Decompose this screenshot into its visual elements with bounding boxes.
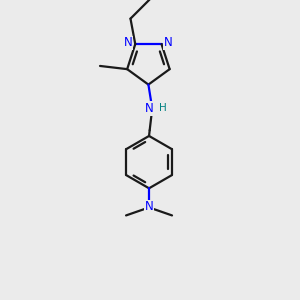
Text: H: H: [159, 103, 166, 113]
Text: N: N: [145, 102, 154, 115]
Text: N: N: [145, 200, 153, 213]
Text: N: N: [124, 36, 133, 50]
Text: N: N: [164, 36, 172, 50]
